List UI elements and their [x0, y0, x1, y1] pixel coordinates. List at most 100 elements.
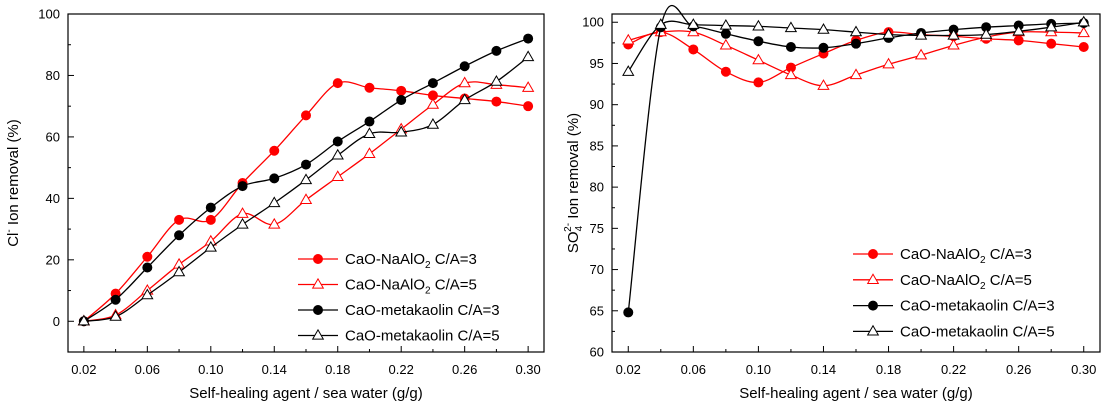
left-x-axis-title: Self-healing agent / sea water (g/g): [189, 385, 422, 402]
left-y-tick-label-40: 40: [46, 191, 60, 206]
right-point-cao-naalo2-c-a-5-0.22: [947, 38, 960, 50]
left-legend-label: CaO-metakaolin C/A=5: [345, 328, 500, 345]
right-point-cao-naalo2-c-a-5-0.14: [817, 79, 830, 90]
right-point-cao-naalo2-c-a-3-0.08: [720, 66, 731, 77]
left-point-cao-metakaolin-c-a-5-0.06: [141, 288, 154, 300]
right-point-cao-naalo2-c-a-5-0.18: [882, 57, 895, 69]
right-legend-label: CaO-NaAlO2 C/A=3: [900, 246, 1032, 266]
right-point-cao-metakaolin-c-a-3-0.16: [851, 38, 862, 49]
right-point-cao-naalo2-c-a-3-0.06: [688, 44, 699, 55]
right-point-cao-naalo2-c-a-5-0.08: [719, 38, 733, 50]
left-legend-label: CaO-NaAlO2 C/A=5: [345, 277, 477, 297]
right-point-cao-metakaolin-c-a-5-0.04: [654, 18, 667, 29]
right-x-tick-label-0-02: 0.02: [616, 362, 641, 377]
left-point-cao-metakaolin-c-a-3-0.3: [523, 33, 534, 44]
right-point-cao-naalo2-c-a-3-0.3: [1078, 41, 1089, 52]
right-legend-marker: [868, 300, 879, 311]
right-legend-item-cao-metakaolin-c-a-5: CaO-metakaolin C/A=5: [853, 323, 1055, 340]
left-point-cao-metakaolin-c-a-5-0.22: [395, 125, 408, 137]
left-point-cao-naalo2-c-a-3-0.06: [142, 251, 153, 262]
right-point-cao-metakaolin-c-a-5-0.1: [752, 19, 765, 31]
right-legend: CaO-NaAlO2 C/A=3 CaO-NaAlO2 C/A=5 CaO-meta…: [853, 246, 1055, 340]
right-y-tick-label-90: 90: [590, 97, 604, 112]
left-legend-label: CaO-metakaolin C/A=3: [345, 302, 500, 319]
right-point-cao-naalo2-c-a-3-0.1: [753, 77, 764, 88]
left-legend-marker: [312, 253, 323, 264]
left-point-cao-metakaolin-c-a-5-0.12: [236, 217, 249, 229]
left-legend-item-cao-naalo2-c-a-3: CaO-NaAlO2 C/A=3: [298, 251, 477, 271]
right-legend-marker: [868, 248, 879, 259]
left-point-cao-naalo2-c-a-3-0.14: [269, 145, 280, 156]
right-x-tick-label-0-30: 0.30: [1071, 362, 1096, 377]
left-y-axis-title: Cl- Ion removal (%): [4, 119, 22, 247]
right-x-tick-label-0-14: 0.14: [811, 362, 836, 377]
right-y-tick-label-80: 80: [590, 180, 604, 195]
left-point-cao-metakaolin-c-a-5-0.2: [363, 127, 376, 138]
left-series-cao-metakaolin-c-a-5: [77, 50, 535, 326]
right-point-cao-metakaolin-c-a-5-0.2: [914, 28, 928, 40]
left-point-cao-naalo2-c-a-5-0.14: [268, 217, 281, 229]
right-legend-label: CaO-metakaolin C/A=3: [900, 298, 1055, 315]
right-point-cao-metakaolin-c-a-5-0.08: [719, 18, 733, 30]
right-y-tick-label-60: 60: [590, 345, 604, 360]
left-point-cao-metakaolin-c-a-5-0.16: [299, 173, 313, 185]
right-point-cao-metakaolin-c-a-3-0.1: [753, 36, 764, 47]
left-point-cao-naalo2-c-a-5-0.12: [236, 207, 249, 218]
left-point-cao-metakaolin-c-a-5-0.08: [172, 265, 186, 277]
left-point-cao-metakaolin-c-a-5-0.26: [458, 93, 471, 105]
right-legend-marker: [866, 324, 880, 336]
left-legend-item-cao-metakaolin-c-a-5: CaO-metakaolin C/A=5: [298, 328, 500, 345]
left-point-cao-metakaolin-c-a-3-0.04: [110, 294, 121, 305]
left-point-cao-metakaolin-c-a-3-0.18: [332, 136, 343, 147]
right-point-cao-metakaolin-c-a-5-0.3: [1077, 15, 1090, 27]
right-point-cao-metakaolin-c-a-5-0.22: [947, 28, 960, 40]
left-point-cao-metakaolin-c-a-5-0.04: [109, 310, 122, 321]
left-series-cao-metakaolin-c-a-3: [78, 33, 534, 327]
left-point-cao-naalo2-c-a-5-0.18: [331, 170, 344, 181]
right-legend-item-cao-metakaolin-c-a-3: CaO-metakaolin C/A=3: [853, 298, 1055, 315]
left-point-cao-metakaolin-c-a-3-0.26: [459, 61, 470, 72]
right-legend-item-cao-naalo2-c-a-3: CaO-NaAlO2 C/A=3: [853, 246, 1032, 266]
left-point-cao-naalo2-c-a-5-0.2: [363, 147, 376, 158]
left-point-cao-naalo2-c-a-3-0.16: [300, 110, 311, 121]
left-chart-panel: 0.02 0.06 0.10 0.14 0.18 0.22 0.26 0.30 0 20 40 60 8…: [4, 7, 545, 402]
right-x-tick-label-0-18: 0.18: [876, 362, 901, 377]
left-point-cao-metakaolin-c-a-3-0.2: [364, 116, 375, 127]
right-legend-label: CaO-metakaolin C/A=5: [900, 323, 1055, 340]
right-x-tick-label-0-06: 0.06: [681, 362, 706, 377]
left-x-tick-label-0-06: 0.06: [135, 362, 160, 377]
left-point-cao-metakaolin-c-a-3-0.28: [491, 45, 502, 56]
right-point-cao-metakaolin-c-a-5-0.06: [687, 18, 700, 29]
right-x-tick-label-0-10: 0.10: [746, 362, 771, 377]
right-point-cao-naalo2-c-a-5-0.1: [752, 53, 765, 65]
left-point-cao-metakaolin-c-a-3-0.08: [174, 230, 185, 241]
left-point-cao-naalo2-c-a-3-0.08: [174, 214, 185, 225]
right-point-cao-naalo2-c-a-3-0.26: [1013, 35, 1024, 46]
left-point-cao-naalo2-c-a-5-0.3: [521, 81, 535, 92]
right-x-tick-label-0-26: 0.26: [1006, 362, 1031, 377]
right-y-tick-label-70: 70: [590, 262, 604, 277]
right-y-tick-label-95: 95: [590, 56, 604, 71]
left-x-tick-label-0-22: 0.22: [389, 362, 414, 377]
left-point-cao-metakaolin-c-a-3-0.22: [396, 95, 407, 106]
left-point-cao-naalo2-c-a-5-0.24: [426, 98, 440, 109]
right-y-tick-label-65: 65: [590, 303, 604, 318]
left-x-tick-label-0-14: 0.14: [262, 362, 287, 377]
left-point-cao-metakaolin-c-a-5-0.02: [77, 314, 91, 326]
left-point-cao-metakaolin-c-a-5-0.18: [331, 148, 344, 160]
right-series-line-cao-metakaolin-c-a-3: [627, 4, 1084, 313]
right-point-cao-naalo2-c-a-5-0.3: [1077, 26, 1090, 38]
left-point-cao-metakaolin-c-a-5-0.3: [521, 50, 535, 62]
right-point-cao-naalo2-c-a-5-0.16: [849, 68, 863, 80]
right-y-tick-label-85: 85: [590, 138, 604, 153]
left-point-cao-naalo2-c-a-3-0.1: [205, 214, 216, 225]
right-point-cao-metakaolin-c-a-3-0.12: [785, 41, 796, 52]
left-x-tick-label-0-10: 0.10: [198, 362, 223, 377]
left-legend-marker: [311, 328, 325, 340]
left-y-tick-label-80: 80: [46, 68, 60, 83]
right-legend-item-cao-naalo2-c-a-5: CaO-NaAlO2 C/A=5: [853, 272, 1032, 292]
left-point-cao-naalo2-c-a-3-0.2: [364, 82, 375, 93]
left-point-cao-metakaolin-c-a-5-0.28: [490, 74, 503, 86]
right-point-cao-metakaolin-c-a-5-0.14: [817, 23, 830, 34]
left-x-tick-label-0-02: 0.02: [71, 362, 96, 377]
